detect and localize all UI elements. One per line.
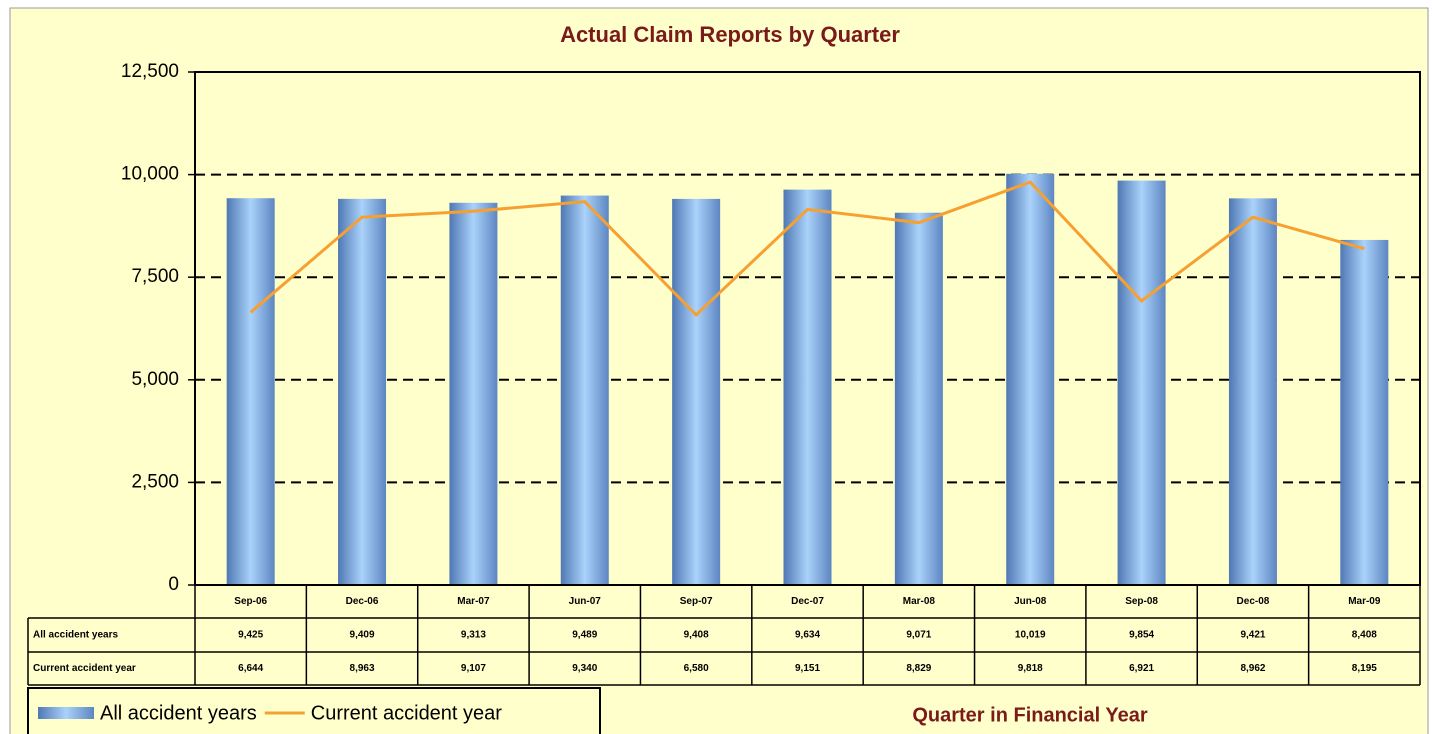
table-value: 6,644 — [238, 663, 263, 674]
table-value: 9,489 — [572, 630, 597, 641]
table-value: 8,963 — [350, 663, 375, 674]
line — [249, 180, 1365, 318]
x-tick-label: Dec-08 — [1237, 596, 1270, 607]
x-tick-label: Sep-08 — [1125, 596, 1158, 607]
x-axis-title: Quarter in Financial Year — [912, 704, 1148, 726]
table-value: 9,634 — [795, 630, 820, 641]
table-value: 9,425 — [238, 630, 263, 641]
table-value: 9,408 — [684, 630, 709, 641]
y-tick-label: 7,500 — [131, 266, 179, 287]
table-value: 8,829 — [906, 663, 931, 674]
table-value: 6,921 — [1129, 663, 1154, 674]
bar — [894, 212, 943, 585]
table-value: 9,409 — [350, 630, 375, 641]
bar — [338, 198, 387, 585]
y-tick-label: 12,500 — [121, 61, 179, 82]
legend-label: All accident years — [100, 702, 257, 724]
y-tick-label: 10,000 — [121, 164, 179, 185]
table-row-label: All accident years — [33, 630, 118, 641]
table-value: 8,962 — [1240, 663, 1265, 674]
table-value: 9,071 — [906, 630, 931, 641]
plot-frame — [194, 71, 1421, 586]
table-value: 9,818 — [1018, 663, 1043, 674]
bar — [226, 198, 275, 585]
table-value: 9,421 — [1240, 630, 1265, 641]
bar — [783, 189, 832, 585]
x-tick-label: Jun-07 — [569, 596, 602, 607]
table-value: 9,151 — [795, 663, 820, 674]
bar — [449, 202, 498, 585]
bar — [560, 195, 609, 585]
x-tick-label: Mar-09 — [1348, 596, 1381, 607]
table-value: 9,340 — [572, 663, 597, 674]
legend-box — [27, 687, 601, 734]
table-value: 9,313 — [461, 630, 486, 641]
bar — [1340, 239, 1389, 586]
bar — [1228, 198, 1277, 585]
table-value: 10,019 — [1015, 630, 1046, 641]
x-tick-label: Sep-06 — [234, 596, 267, 607]
y-tick-label: 0 — [168, 574, 179, 595]
bar — [672, 198, 721, 585]
table-value: 8,408 — [1352, 630, 1377, 641]
bar — [1117, 180, 1166, 585]
table-row-label: Current accident year — [33, 663, 136, 674]
x-tick-label: Mar-07 — [457, 596, 490, 607]
x-tick-label: Dec-06 — [346, 596, 379, 607]
y-tick-label: 5,000 — [131, 369, 179, 390]
x-tick-label: Sep-07 — [680, 596, 713, 607]
table-value: 9,854 — [1129, 630, 1154, 641]
table-value: 6,580 — [684, 663, 709, 674]
legend-label: Current accident year — [311, 702, 503, 724]
x-tick-label: Jun-08 — [1014, 596, 1047, 607]
chart-title: Actual Claim Reports by Quarter — [560, 22, 900, 47]
x-tick-label: Mar-08 — [903, 596, 936, 607]
legend-swatch — [38, 707, 94, 719]
table-value: 9,107 — [461, 663, 486, 674]
y-tick-label: 2,500 — [131, 471, 179, 492]
x-tick-label: Dec-07 — [791, 596, 824, 607]
bar — [1006, 173, 1055, 585]
table-value: 8,195 — [1352, 663, 1377, 674]
